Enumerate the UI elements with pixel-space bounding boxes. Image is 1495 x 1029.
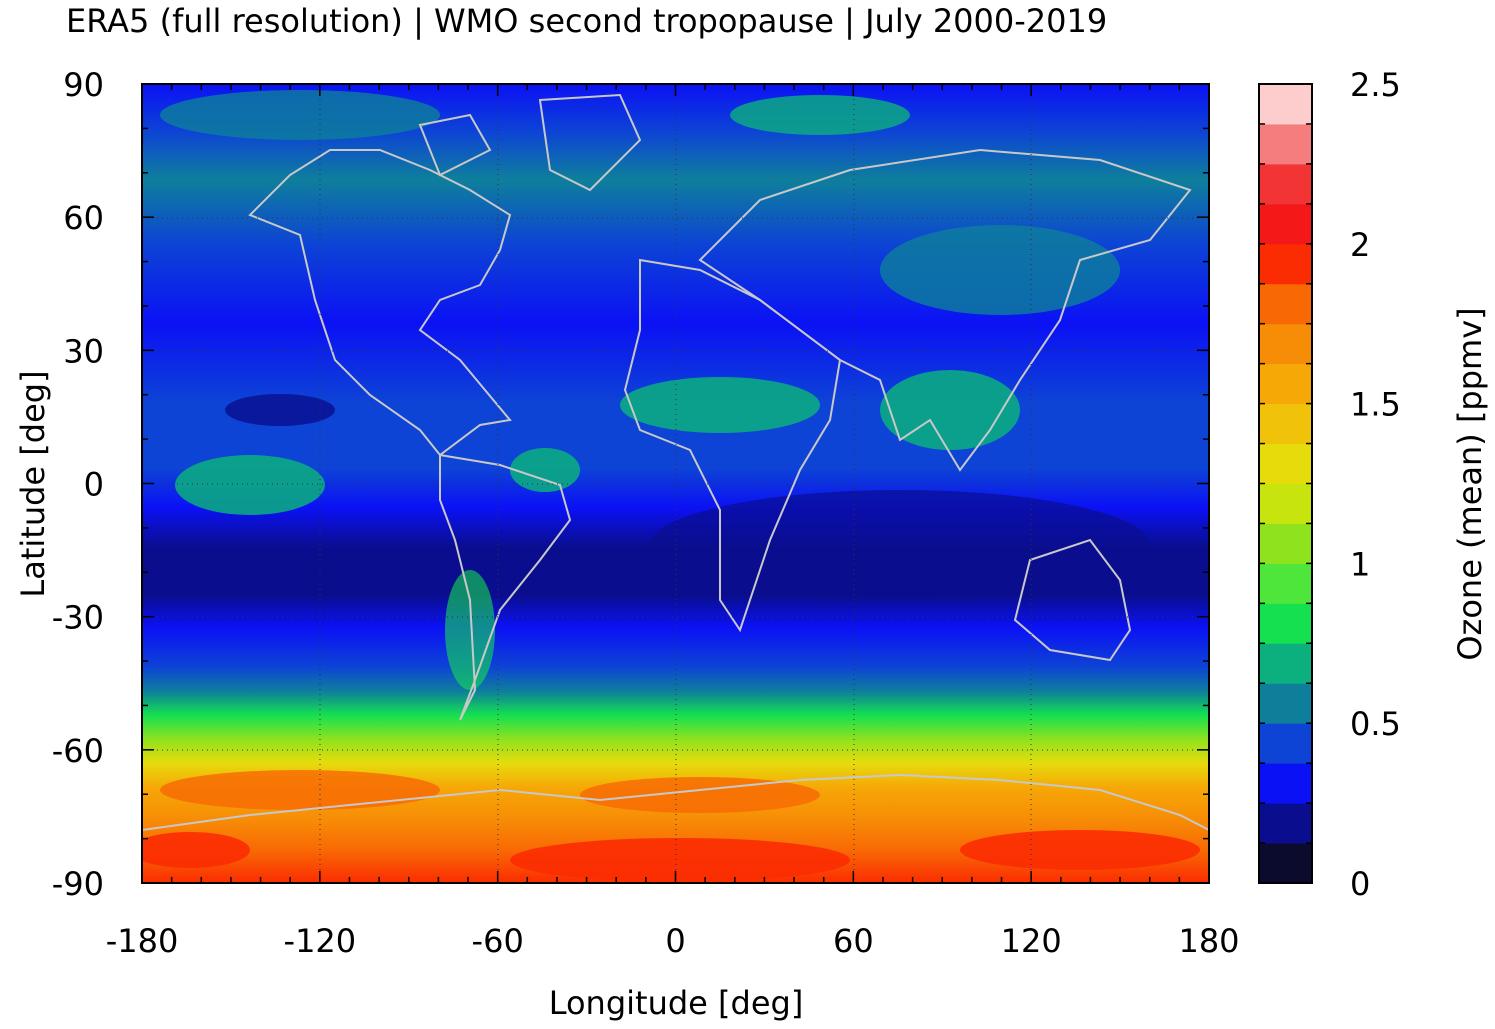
x-tick-label: 0	[665, 922, 685, 960]
colorbar-level	[1259, 483, 1312, 524]
colorbar-level	[1259, 283, 1312, 325]
y-tick-label: 90	[63, 66, 104, 104]
colorbar-level	[1259, 683, 1312, 724]
colorbar-label: Ozone (mean) [ppmv]	[1451, 307, 1489, 660]
colorbar-tick-label: 0.5	[1350, 705, 1401, 743]
colorbar-level	[1259, 84, 1312, 125]
colorbar-level	[1259, 163, 1312, 205]
colorbar-level	[1259, 603, 1312, 644]
colorbar-level	[1259, 563, 1312, 604]
x-tick-label: 180	[1178, 922, 1239, 960]
colorbar-tick-label: 2	[1350, 226, 1370, 264]
colorbar-level	[1259, 323, 1312, 365]
x-tick-label: -120	[284, 922, 357, 960]
colorbar-tick-label: 1	[1350, 545, 1370, 583]
y-tick-label: 60	[63, 199, 104, 237]
colorbar-tick-label: 0	[1350, 865, 1370, 903]
y-axis-label: Latitude [deg]	[14, 370, 52, 597]
colorbar-level	[1259, 443, 1312, 484]
colorbar-level	[1259, 643, 1312, 684]
grid	[142, 84, 1209, 883]
ozone-features	[142, 90, 1200, 882]
colorbar	[1259, 84, 1312, 884]
y-tick-label: -90	[52, 865, 104, 903]
colorbar-level	[1259, 763, 1312, 804]
y-tick-label: -30	[52, 599, 104, 637]
colorbar-level	[1259, 843, 1312, 884]
colorbar-level	[1259, 403, 1312, 445]
x-tick-label: -180	[106, 922, 179, 960]
x-tick-label: 60	[833, 922, 874, 960]
colorbar-level	[1259, 723, 1312, 764]
colorbar-level	[1259, 523, 1312, 564]
colorbar-level	[1259, 203, 1312, 245]
colorbar-tick-label: 2.5	[1350, 66, 1401, 104]
y-tick-label: 0	[84, 466, 104, 504]
colorbar-level	[1259, 803, 1312, 844]
colorbar-level	[1259, 123, 1312, 165]
colorbar-tick-label: 1.5	[1350, 386, 1401, 424]
coastlines	[142, 93, 1209, 831]
x-tick-label: 120	[1001, 922, 1062, 960]
x-tick-label: -60	[472, 922, 524, 960]
chart-title: ERA5 (full resolution) | WMO second trop…	[66, 2, 1108, 40]
colorbar-level	[1259, 243, 1312, 285]
colorbar-level	[1259, 363, 1312, 405]
x-axis-label: Longitude [deg]	[548, 984, 804, 1022]
y-tick-label: 30	[63, 332, 104, 370]
y-tick-label: -60	[52, 732, 104, 770]
x-axis: -180 -120 -60 0 60 120 180	[106, 84, 1240, 960]
y-axis: 90 60 30 0 -30 -60 -90	[52, 66, 1209, 903]
colorbar-axis: 0 0.5 1 1.5 2 2.5	[1259, 66, 1401, 903]
